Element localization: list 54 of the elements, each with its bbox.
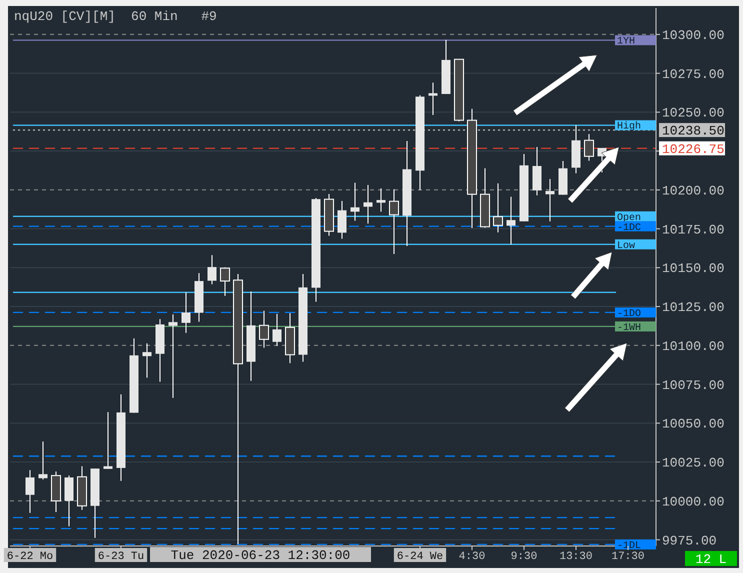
candlestick bbox=[350, 182, 360, 222]
y-tick-label: 9975.00 bbox=[662, 533, 717, 548]
ref-line-label: 10238.50 bbox=[662, 124, 724, 139]
y-tick-label: 10150.00 bbox=[662, 261, 724, 276]
candlestick bbox=[259, 310, 269, 348]
candlestick bbox=[64, 475, 74, 527]
candlestick bbox=[376, 188, 386, 212]
ref-line-label: -1DC bbox=[617, 222, 642, 234]
ref-line-label: 1YH bbox=[617, 36, 636, 48]
y-tick-label: 10000.00 bbox=[662, 494, 724, 510]
candlestick bbox=[364, 184, 372, 224]
ref-line-label: -1DO bbox=[617, 308, 642, 320]
candlestick bbox=[506, 196, 516, 245]
ref-line-label: -1WH bbox=[617, 322, 642, 334]
x-tick-label: 17:30 bbox=[611, 551, 645, 563]
candlestick bbox=[493, 182, 503, 233]
y-tick-label: 10050.00 bbox=[662, 416, 724, 432]
y-tick-label: 10250.00 bbox=[662, 106, 724, 121]
candlestick bbox=[220, 266, 230, 296]
y-tick-label: 10275.00 bbox=[662, 66, 724, 82]
text: 12 L bbox=[695, 552, 727, 567]
x-tick-label: 13:30 bbox=[559, 551, 593, 563]
y-tick-label: 10300.00 bbox=[662, 28, 724, 43]
ref-line-label: 10226.75 bbox=[662, 142, 724, 157]
ref-line-label: High bbox=[617, 120, 642, 133]
candlestick bbox=[338, 200, 346, 240]
y-tick-label: 10075.00 bbox=[662, 378, 724, 393]
candlestick bbox=[168, 314, 178, 398]
candlestick bbox=[389, 188, 399, 254]
candlestick bbox=[272, 313, 282, 346]
x-tick-label: 6-22 Mo bbox=[6, 551, 54, 563]
y-tick-label: 10175.00 bbox=[662, 222, 724, 238]
x-tick-label: 4:30 bbox=[458, 551, 486, 563]
candlestick bbox=[182, 292, 190, 334]
ref-line-label: Open bbox=[617, 212, 642, 224]
ref-line-label: Low bbox=[617, 240, 636, 252]
candlestick bbox=[546, 178, 554, 222]
candlestick bbox=[584, 133, 594, 162]
y-tick-label: 10200.00 bbox=[662, 183, 724, 198]
candlestick bbox=[142, 342, 152, 378]
text: Tue 2020-06-23 12:30:00 bbox=[170, 548, 350, 563]
x-tick-label: 6-24 We bbox=[396, 551, 444, 563]
candlestick bbox=[26, 470, 34, 514]
candlestick bbox=[208, 254, 216, 285]
candlestick bbox=[428, 82, 438, 116]
candlestick bbox=[38, 441, 48, 480]
chart-title: nqU20 [CV][M] 60 Min #9 bbox=[14, 9, 217, 24]
candlestick bbox=[104, 412, 112, 470]
x-tick-label: 6-23 Tu bbox=[98, 551, 144, 563]
y-tick-label: 10125.00 bbox=[662, 300, 724, 316]
y-tick-label: 10100.00 bbox=[662, 338, 724, 354]
ref-line-label: -1DL bbox=[617, 540, 642, 552]
y-tick-label: 10025.00 bbox=[662, 456, 724, 471]
x-tick-label: 9:30 bbox=[510, 551, 538, 563]
